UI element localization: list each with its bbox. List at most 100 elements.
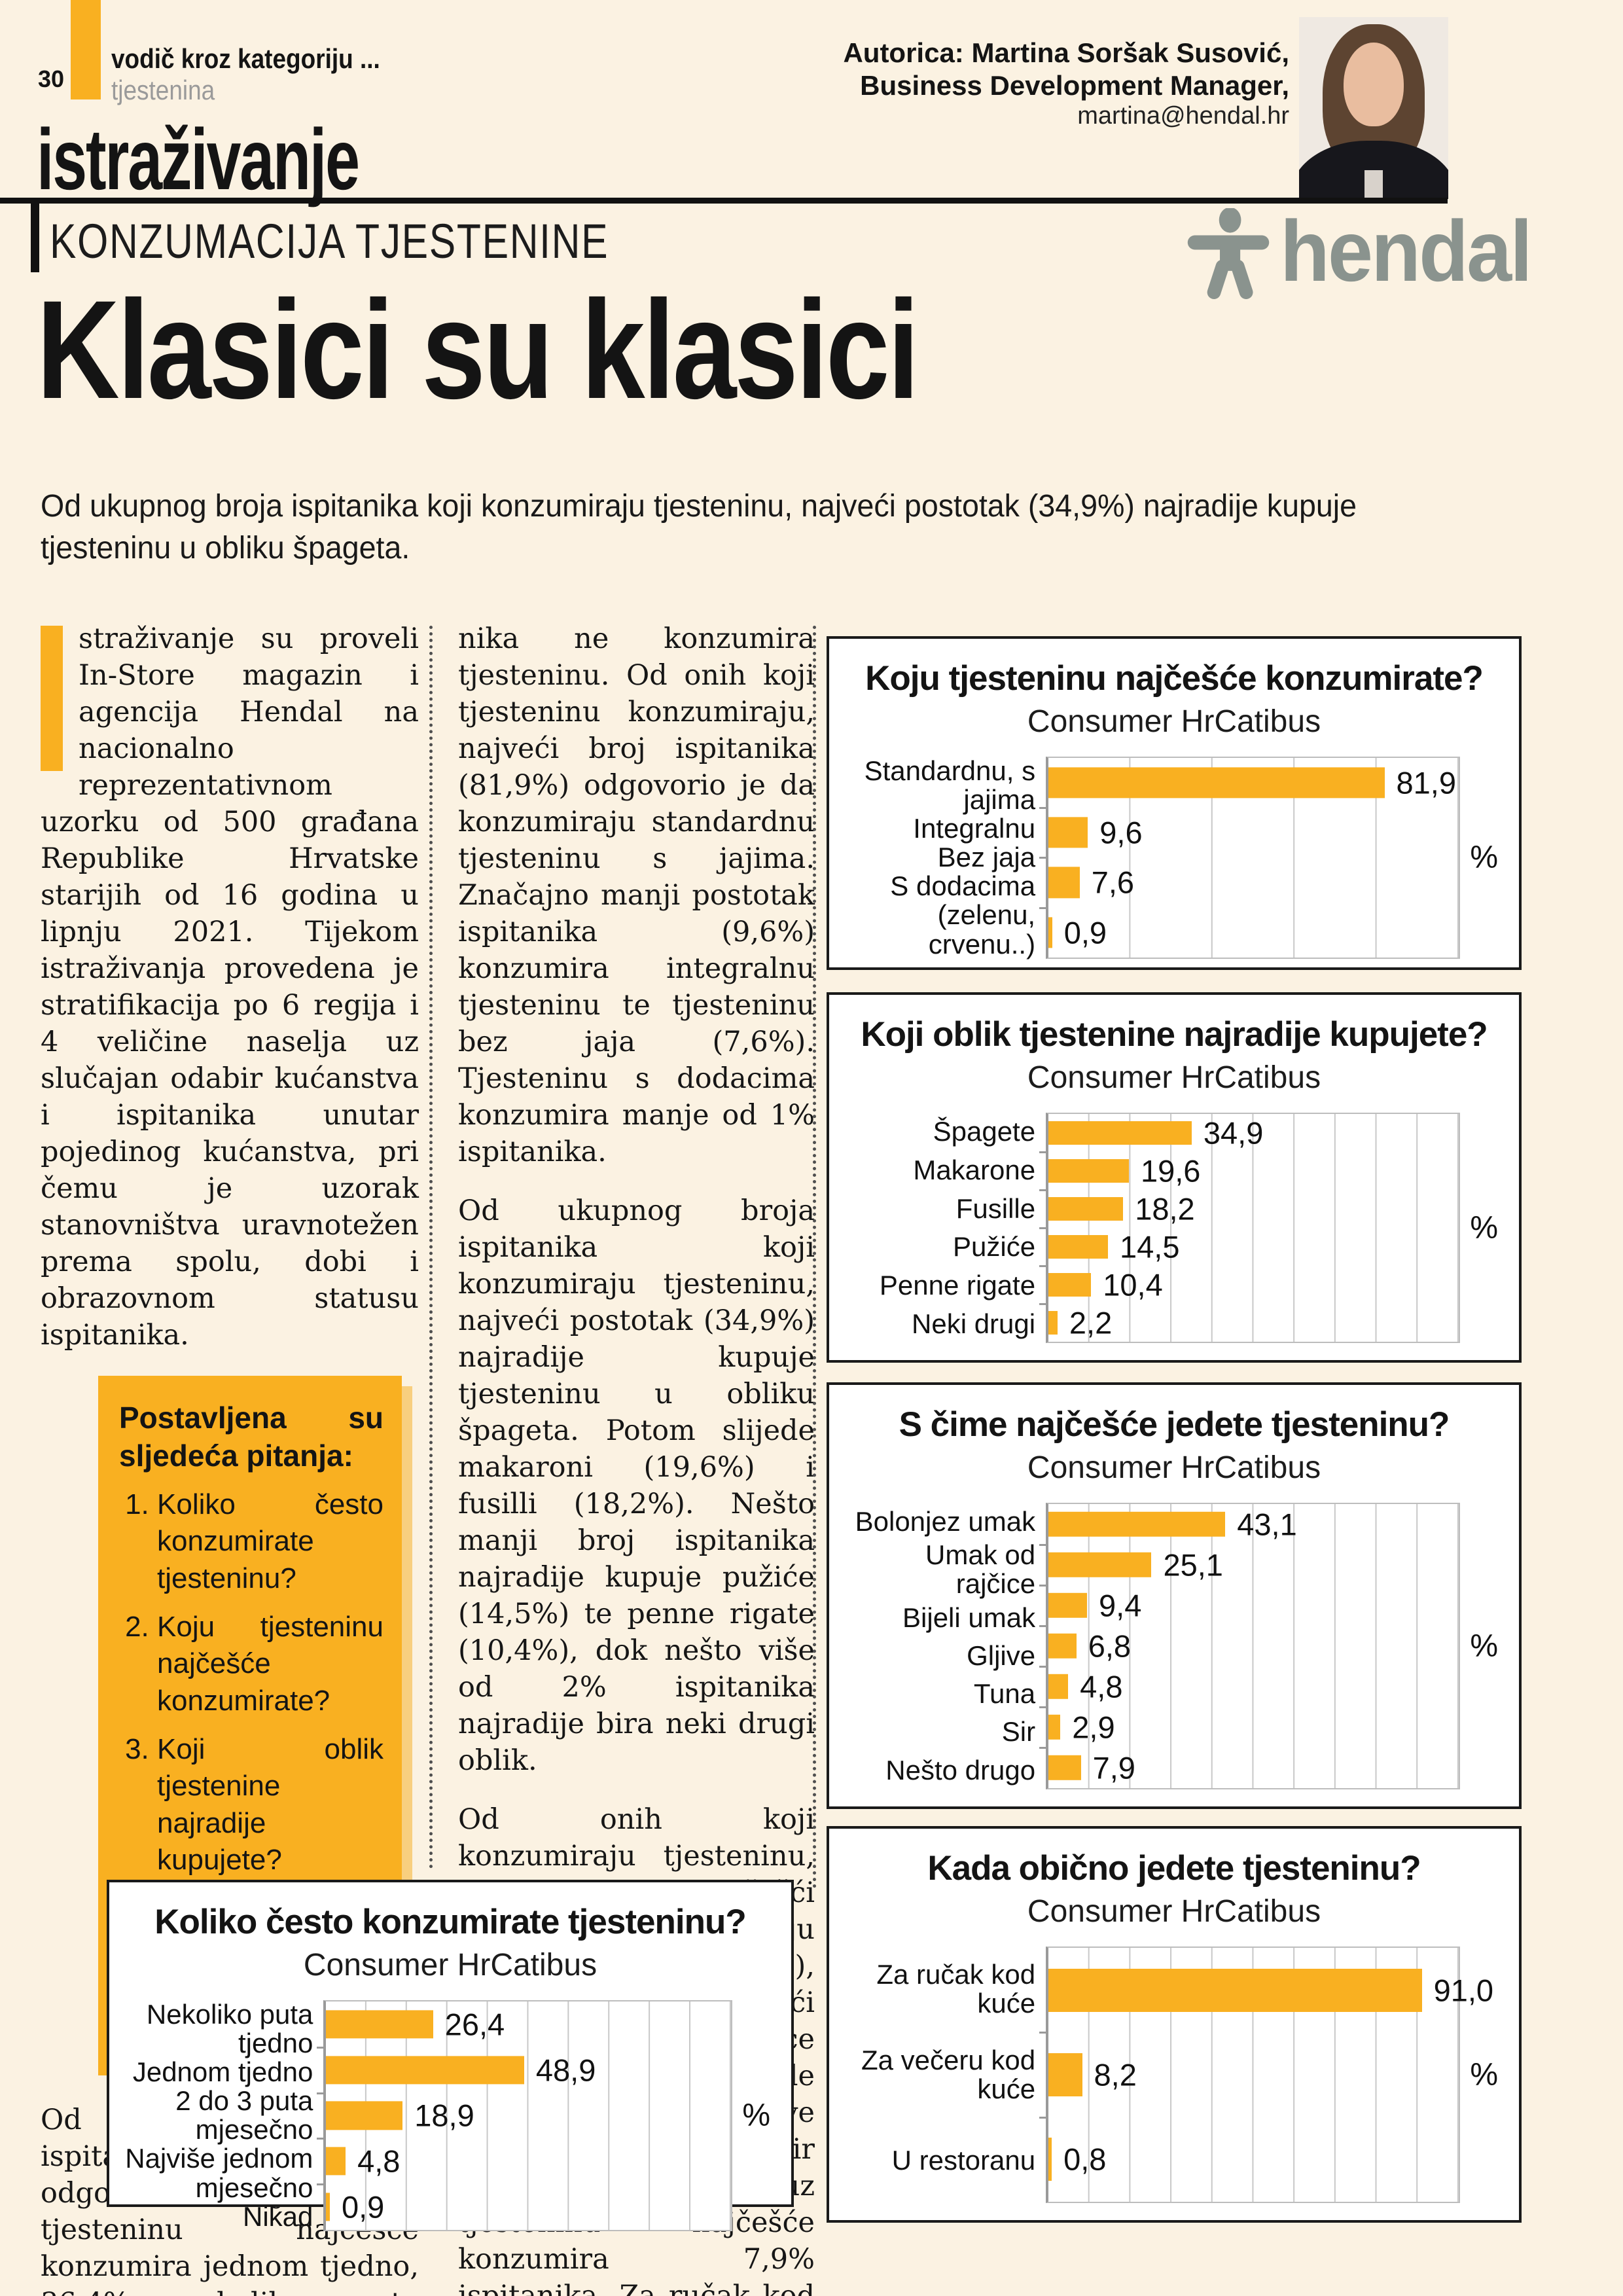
chart-value-label: 0,9 [341,2189,385,2225]
chart-pasta-when: Kada obično jedete tjesteninu? Consumer H… [827,1826,1522,2223]
brand-logo: hendal [1186,207,1546,303]
chart-bar [1048,916,1052,948]
chart-category-label: Nikad [242,2200,313,2232]
chart-category-label: Bez jaja [937,842,1036,873]
question-item: Koju tjesteninu najčešće konzumirate? [157,1609,383,1719]
accent-bar [71,0,101,99]
chart-category-label: Fusille [955,1193,1036,1224]
chart-value-label: 0,8 [1063,2142,1107,2177]
chart-value-label: 18,9 [414,2098,474,2133]
lead-paragraph: Od ukupnog broja ispitanika koji konzumi… [41,489,1357,566]
chart-category-label: Za ručak kod kuće [876,1959,1036,2019]
chart-bar [1048,767,1385,798]
chart-bar [1048,867,1080,899]
header-rule [0,198,1448,204]
author-email: martina@hendal.hr [1077,102,1289,130]
chart-subtitle: Consumer HrCatibus [303,1948,597,1982]
chart-category-label: Jednom tjedno [132,2056,313,2088]
chart-category-label: Integralnu [913,813,1036,844]
chart-category-label: Bolonjez umak [855,1506,1036,1537]
chart-category-axis: Bolonjez umak Umak od rajčice Bijeli umak G… [841,1503,1046,1789]
chart-value-label: 9,4 [1099,1588,1142,1623]
chart-category-label: Neki drugi [912,1308,1036,1339]
chart-plot-area: 43,1 25,1 9,4 6,8 4,8 2,9 7,9 [1039,1503,1460,1789]
kicker: vodič kroz kategoriju ... [111,43,380,74]
chart-category-label: 2 do 3 puta mjesečno [175,2085,313,2145]
chart-category-label: Bijeli umak [902,1602,1036,1633]
chart-category-label: Nekoliko puta tjedno [146,1999,313,2059]
author-name: Autorica: Martina Soršak Susović, [843,37,1289,68]
chart-category-label: Standardnu, s jajima [864,755,1036,816]
chart-value-label: 25,1 [1163,1547,1223,1583]
chart-pasta-shape: Koji oblik tjestenine najradije kupujete… [827,992,1522,1363]
chart-title: Koji oblik tjestenine najradije kupujete… [861,1015,1488,1054]
chart-bar [1048,2053,1082,2096]
chart-plot-area: 81,9 9,6 7,6 0,9 [1039,757,1460,959]
hendal-person-icon [1186,207,1271,303]
column-separator [813,626,816,1889]
chart-category-label: Umak od rajčice [925,1539,1036,1600]
section-label: istraživanje [37,111,360,207]
chart-title: Kada obično jedete tjesteninu? [927,1849,1421,1888]
chart-plot-area: 26,4 48,9 18,9 4,8 0,9 [317,2000,732,2231]
chart-category-label: Tuna [973,1678,1036,1710]
chart-bar [1048,817,1088,848]
paragraph: nika ne konzumira tjesteninu. Od onih ko… [458,622,815,1168]
chart-value-label: 43,1 [1237,1507,1297,1542]
chart-bar [1048,1592,1088,1619]
chart-category-axis: Nekoliko puta tjedno Jednom tjedno 2 do 3 … [121,2000,323,2231]
chart-unit-label: % [1470,2057,1498,2092]
chart-bar [1048,1674,1069,1700]
chart-bar [1048,2138,1052,2181]
chart-category-label: Pužiće [953,1231,1036,1263]
chart-subtitle: Consumer HrCatibus [1027,1450,1321,1485]
chart-bar [1048,1511,1226,1537]
chart-value-label: 34,9 [1203,1115,1264,1151]
chart-unit-label: % [1470,1628,1498,1664]
chart-category-label: S dodacima (zelenu, crvenu..) [890,870,1036,960]
page-number: 30 [38,65,65,92]
photo-shirt [1364,170,1383,199]
page-title: Klasici su klasici [37,272,919,428]
chart-title: Koliko često konzumirate tjesteninu? [154,1903,746,1941]
chart-value-label: 4,8 [1080,1669,1123,1704]
chart-value-label: 48,9 [535,2053,596,2088]
chart-value-label: 26,4 [444,2007,505,2042]
chart-unit-label: % [1470,840,1498,875]
chart-value-label: 19,6 [1140,1153,1201,1189]
chart-bar [1048,1311,1058,1335]
rubric-marker [31,198,39,272]
chart-value-label: 2,9 [1072,1710,1115,1745]
chart-category-axis: Špagete Makarone Fusille Pužiće Penne rigate… [841,1113,1046,1343]
chart-title: Koju tjesteninu najčešće konzumirate? [865,659,1484,698]
chart-bar [1048,1159,1129,1183]
chart-bar [1048,1552,1152,1578]
chart-subtitle: Consumer HrCatibus [1027,1060,1321,1095]
chart-value-label: 8,2 [1094,2057,1137,2092]
chart-pasta-sauce: S čime najčešće jedete tjesteninu? Consum… [827,1382,1522,1809]
chart-category-axis: Standardnu, s jajima Integralnu Bez jaja S … [841,755,1046,960]
chart-category-axis: Za ručak kod kuće Za večeru kod kuće U res… [841,1946,1046,2203]
chart-category-label: U restoranu [891,2144,1036,2176]
chart-category-label: Nešto drugo [885,1754,1036,1785]
chart-value-label: 9,6 [1099,815,1143,850]
chart-category-label: Penne rigate [879,1269,1036,1300]
chart-value-label: 10,4 [1103,1267,1163,1302]
chart-value-label: 0,9 [1063,915,1107,950]
chart-plot-area: 91,0 8,2 0,8 [1039,1946,1493,2203]
chart-value-label: 14,5 [1119,1229,1180,1265]
photo-face [1344,42,1404,126]
chart-category-label: Najviše jednom mjesečno [125,2143,313,2203]
chart-bar [326,2056,524,2085]
chart-subtitle: Consumer HrCatibus [1027,1894,1321,1929]
chart-bar [1048,1273,1092,1297]
chart-bar [326,2010,433,2039]
chart-plot-area: 34,9 19,6 18,2 14,5 10,4 2,2 [1039,1113,1460,1343]
question-item: Koji oblik tjestenine najradije kupujete… [157,1731,383,1878]
chart-bar [1048,1714,1061,1740]
chart-value-label: 81,9 [1396,765,1456,800]
chart-value-label: 7,6 [1091,865,1135,900]
chart-pasta-type: Koju tjesteninu najčešće konzumirate? Con… [827,636,1522,970]
chart-bar [1048,1968,1422,2012]
